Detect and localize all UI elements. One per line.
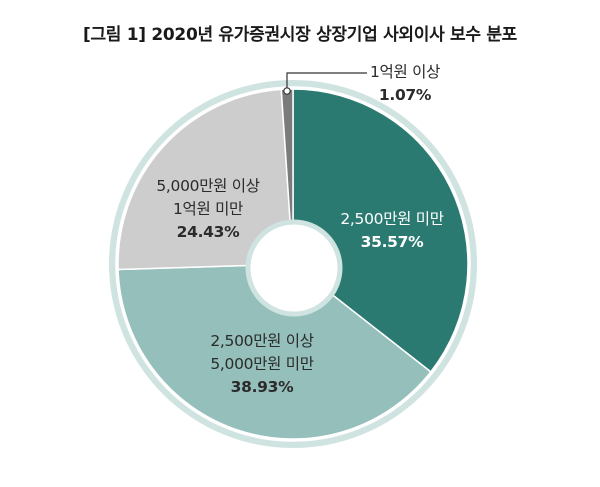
label-25m-50m: 2,500만원 이상 5,000만원 미만 38.93% — [210, 330, 314, 399]
callout-leader-line — [286, 72, 367, 91]
label-over-100m-pct: 1.07% — [378, 86, 432, 104]
label-under-25m: 2,500만원 미만 35.57% — [340, 208, 444, 254]
label-25m-50m-pct: 38.93% — [230, 378, 294, 396]
outer-ring — [109, 80, 477, 448]
center-hole — [245, 219, 343, 317]
label-50m-100m-range-2: 1억원 미만 — [172, 200, 244, 218]
slice-under-25m — [292, 88, 469, 373]
label-25m-50m-range-1: 2,500만원 이상 — [210, 332, 314, 350]
label-50m-100m-range-1: 5,000만원 이상 — [156, 177, 260, 195]
label-50m-100m-pct: 24.43% — [176, 223, 240, 241]
label-under-25m-range: 2,500만원 미만 — [340, 210, 444, 228]
callout-dot — [283, 87, 291, 95]
label-over-100m: 1억원 이상 1.07% — [370, 61, 440, 107]
chart-title: [그림 1] 2020년 유가증권시장 상장기업 사외이사 보수 분포 — [82, 25, 518, 45]
label-50m-100m: 5,000만원 이상 1억원 미만 24.43% — [156, 175, 260, 244]
slice-outline — [115, 86, 471, 442]
label-over-100m-range: 1억원 이상 — [370, 63, 441, 81]
slice-25m-50m — [117, 263, 432, 440]
slice-50m-100m — [117, 88, 294, 271]
label-under-25m-pct: 35.57% — [360, 233, 424, 251]
label-25m-50m-range-2: 5,000만원 미만 — [210, 355, 314, 373]
